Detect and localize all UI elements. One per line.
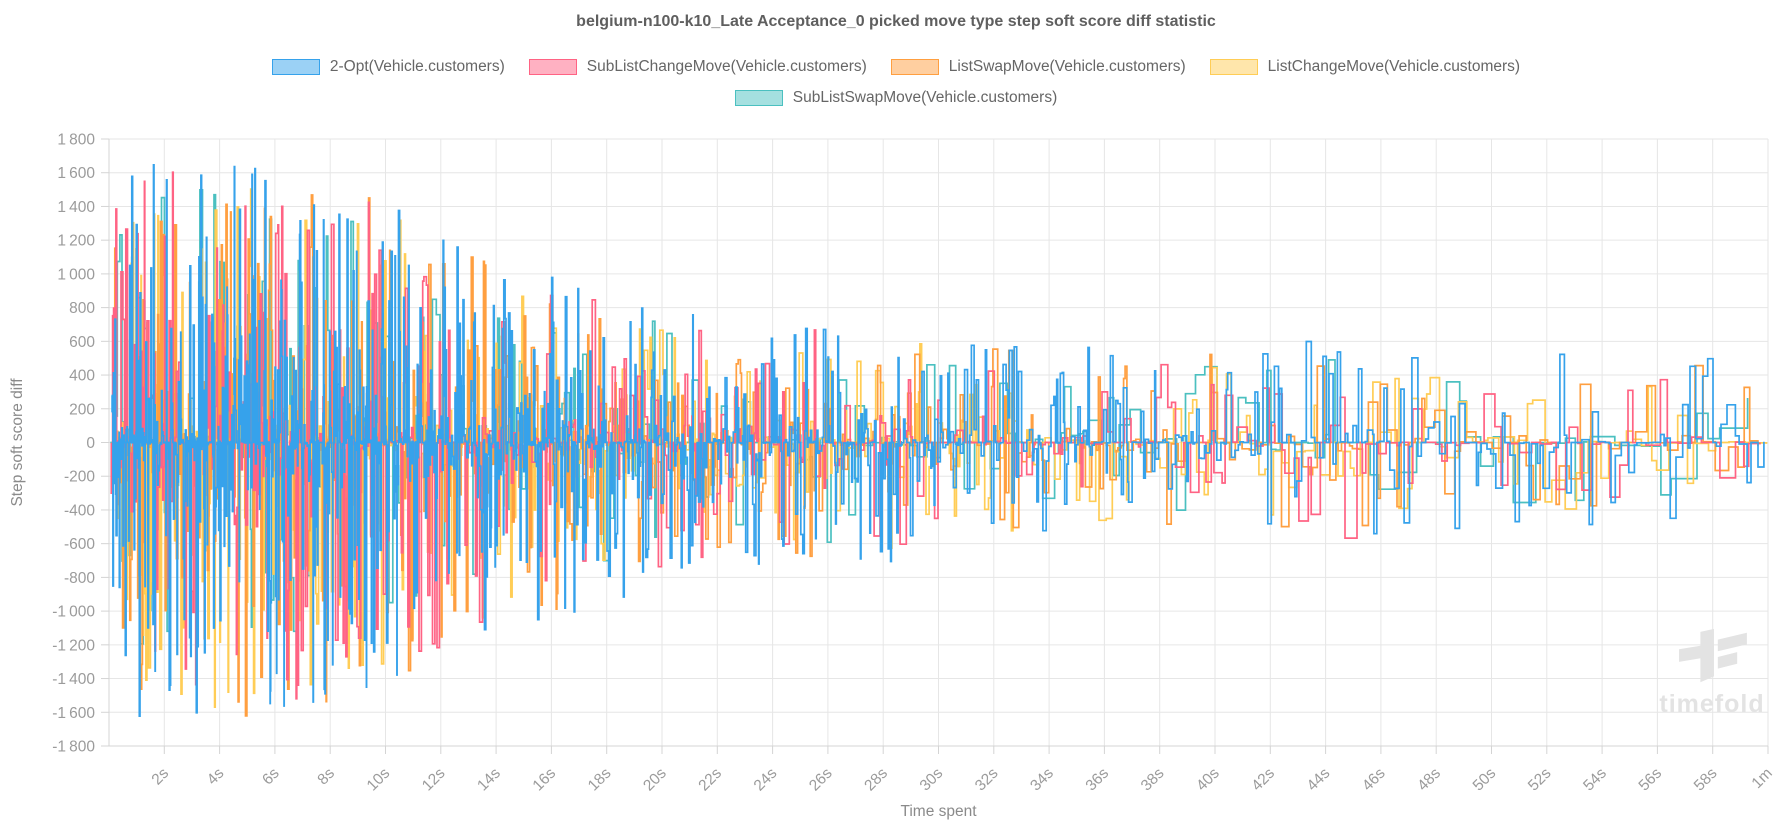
x-tick-label: 54s — [1580, 765, 1610, 795]
legend-swatch — [1209, 59, 1258, 75]
x-tick-label: 1m — [1749, 765, 1776, 792]
x-tick-label: 30s — [917, 765, 947, 795]
y-tick-label: 400 — [69, 368, 95, 385]
x-tick-label: 12s — [419, 765, 449, 795]
legend-item-label: ListSwapMove(Vehicle.customers) — [948, 58, 1186, 75]
y-tick-label: -1 200 — [52, 637, 95, 654]
x-tick-label: 52s — [1525, 765, 1555, 795]
x-tick-label: 50s — [1470, 765, 1500, 795]
y-tick-label: -1 600 — [52, 705, 95, 722]
legend-swatch — [271, 59, 320, 75]
y-tick-label: -400 — [64, 502, 95, 519]
x-tick-label: 22s — [695, 765, 725, 795]
x-tick-label: 42s — [1248, 765, 1278, 795]
legend-item-label: 2-Opt(Vehicle.customers) — [329, 58, 505, 75]
legend-item-2-opt[interactable]: 2-Opt(Vehicle.customers) — [271, 56, 505, 78]
legend-item-label: SubListChangeMove(Vehicle.customers) — [586, 58, 867, 75]
series-lines — [110, 164, 1768, 718]
axis-labels: -1 800 -1 600 -1 400 -1 200 -1 000 -800 -600 -4… — [9, 132, 1776, 821]
legend-item-listswapmove[interactable]: ListSwapMove(Vehicle.customers) — [890, 56, 1186, 78]
x-tick-label: 48s — [1414, 765, 1444, 795]
x-axis-title: Time spent — [900, 803, 977, 820]
x-tick-label: 10s — [364, 765, 394, 795]
legend-swatch — [528, 59, 577, 75]
y-axis-title: Step soft score diff — [9, 378, 26, 507]
x-tick-label: 26s — [806, 765, 836, 795]
y-tick-label: 600 — [69, 334, 95, 351]
legend-swatch — [734, 90, 783, 106]
x-tick-label: 14s — [474, 765, 504, 795]
legend-item-label: SubListSwapMove(Vehicle.customers) — [792, 89, 1058, 106]
y-tick-label: 1 400 — [57, 199, 95, 216]
x-tick-label: 32s — [972, 765, 1002, 795]
legend: 2-Opt(Vehicle.customers) SubListChangeMov… — [146, 56, 1646, 109]
y-tick-label: 1 800 — [57, 132, 95, 149]
y-tick-label: 0 — [86, 435, 95, 452]
x-tick-label: 16s — [530, 765, 560, 795]
x-tick-label: 18s — [585, 765, 615, 795]
y-tick-label: 800 — [69, 300, 95, 317]
x-tick-label: 8s — [314, 765, 338, 789]
y-tick-label: -200 — [64, 469, 95, 486]
y-tick-label: -1 800 — [52, 739, 95, 756]
y-tick-label: 1 000 — [57, 266, 95, 283]
x-tick-label: 6s — [259, 765, 283, 789]
y-tick-label: -800 — [64, 570, 95, 587]
chart-title: belgium-n100-k10_Late Acceptance_0 picke… — [576, 13, 1216, 30]
x-tick-label: 56s — [1636, 765, 1666, 795]
x-tick-label: 34s — [1027, 765, 1057, 795]
x-tick-label: 58s — [1691, 765, 1721, 795]
y-tick-label: 200 — [69, 401, 95, 418]
legend-item-sublistswapmove[interactable]: SubListSwapMove(Vehicle.customers) — [734, 87, 1058, 109]
y-tick-label: 1 200 — [57, 233, 95, 250]
x-tick-label: 28s — [861, 765, 891, 795]
y-tick-label: 1 600 — [57, 165, 95, 182]
x-tick-label: 38s — [1138, 765, 1168, 795]
x-tick-label: 40s — [1193, 765, 1223, 795]
legend-item-label: ListChangeMove(Vehicle.customers) — [1267, 58, 1521, 75]
x-tick-label: 2s — [149, 765, 173, 789]
y-tick-label: -1 000 — [52, 604, 95, 621]
x-tick-label: 36s — [1083, 765, 1113, 795]
y-tick-label: -1 400 — [52, 671, 95, 688]
series-line-2-opt — [111, 164, 1765, 718]
legend-item-listchangemove[interactable]: ListChangeMove(Vehicle.customers) — [1209, 56, 1521, 78]
axis-ticks — [101, 138, 1769, 754]
legend-item-sublistchangemove[interactable]: SubListChangeMove(Vehicle.customers) — [528, 56, 867, 78]
legend-swatch — [890, 59, 939, 75]
x-tick-label: 46s — [1359, 765, 1389, 795]
x-tick-label: 20s — [640, 765, 670, 795]
y-tick-label: -600 — [64, 536, 95, 553]
x-tick-label: 4s — [204, 765, 228, 789]
x-tick-label: 24s — [751, 765, 781, 795]
x-tick-label: 44s — [1304, 765, 1334, 795]
